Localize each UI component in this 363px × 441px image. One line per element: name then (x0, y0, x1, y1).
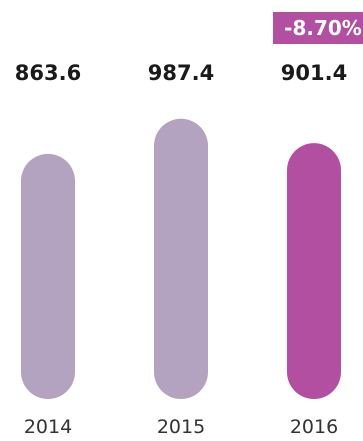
bar-2015 (154, 119, 208, 399)
value-labels: 863.6 987.4 901.4 (15, 61, 347, 85)
category-label-2015: 2015 (157, 416, 205, 438)
change-badge-text: -8.70% (284, 16, 362, 40)
category-label-2014: 2014 (24, 416, 72, 438)
category-label-2016: 2016 (290, 416, 338, 438)
change-badge: -8.70% (273, 12, 363, 44)
value-label-2016: 901.4 (281, 61, 347, 85)
category-labels: 2014 2015 2016 (24, 416, 338, 438)
bar-2016 (287, 143, 341, 399)
value-label-2015: 987.4 (148, 61, 214, 85)
bars (21, 119, 341, 399)
bar-2014 (21, 154, 75, 399)
value-label-2014: 863.6 (15, 61, 81, 85)
